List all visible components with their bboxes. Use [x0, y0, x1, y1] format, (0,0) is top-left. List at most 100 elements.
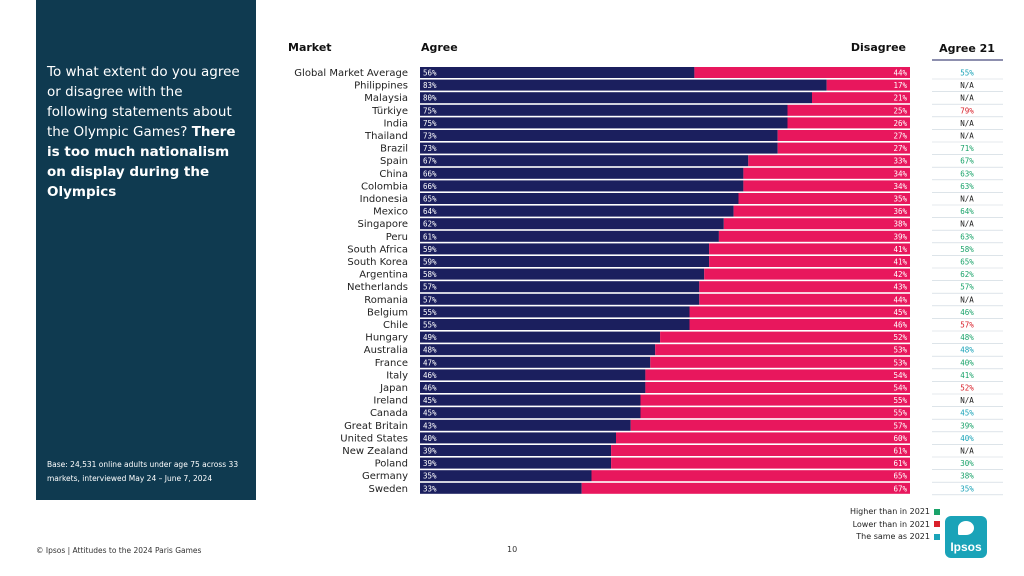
agree21-value-label: N/A: [960, 81, 974, 90]
market-label: Ireland: [373, 396, 408, 407]
bar-agree: [420, 457, 612, 469]
bar-disagree: [630, 419, 910, 431]
agree-value-label: 45%: [423, 396, 437, 405]
bar-agree: [420, 92, 812, 104]
disagree-value-label: 27%: [893, 144, 907, 153]
agree-value-label: 40%: [423, 434, 437, 443]
bar-agree: [420, 218, 724, 230]
disagree-value-label: 35%: [893, 195, 907, 204]
market-label: Brazil: [380, 144, 408, 155]
market-label: Singapore: [358, 219, 408, 230]
bar-disagree: [655, 344, 910, 356]
agree21-value-label: 65%: [960, 258, 974, 267]
bar-disagree: [645, 382, 910, 393]
market-label: Peru: [386, 232, 408, 243]
market-label: Spain: [380, 156, 408, 167]
disagree-value-label: 44%: [893, 295, 907, 304]
agree21-value-label: 63%: [960, 232, 974, 241]
agree-value-label: 57%: [423, 295, 437, 304]
disagree-value-label: 61%: [893, 447, 907, 456]
agree21-value-label: 38%: [960, 472, 974, 481]
agree21-value-label: 58%: [960, 245, 974, 254]
disagree-value-label: 36%: [893, 207, 907, 216]
footer-source: © Ipsos | Attitudes to the 2024 Paris Ga…: [36, 546, 202, 555]
agree21-value-label: 57%: [960, 283, 974, 292]
agree21-value-label: N/A: [960, 195, 974, 204]
disagree-value-label: 17%: [893, 81, 907, 90]
market-label: Thailand: [364, 131, 408, 142]
market-label: Malaysia: [364, 93, 408, 104]
bar-agree: [420, 104, 788, 116]
bar-disagree: [743, 180, 910, 192]
bar-disagree: [704, 268, 910, 280]
agree-value-label: 62%: [423, 220, 437, 229]
disagree-value-label: 25%: [893, 106, 907, 115]
bar-disagree: [709, 243, 910, 255]
agree-value-label: 49%: [423, 333, 437, 342]
bar-disagree: [616, 432, 910, 444]
disagree-value-label: 67%: [893, 484, 907, 493]
chart-rows: Global Market Average 56% 44% 55% Philippine…: [294, 67, 1003, 496]
market-label: Japan: [379, 383, 408, 394]
agree21-value-label: N/A: [960, 396, 974, 405]
bar-disagree: [826, 79, 910, 91]
logo-text: Ipsos: [950, 540, 982, 554]
legend: Higher than in 2021 Lower than in 2021 The…: [820, 506, 940, 544]
bar-agree: [420, 167, 744, 179]
disagree-value-label: 55%: [893, 409, 907, 418]
agree-value-label: 73%: [423, 132, 437, 141]
agree21-value-label: 39%: [960, 421, 974, 430]
agree21-value-label: 64%: [960, 207, 974, 216]
bar-agree: [420, 67, 695, 78]
agree-value-label: 46%: [423, 384, 437, 393]
legend-label: Higher than in 2021: [849, 507, 930, 516]
market-label: Australia: [364, 345, 408, 356]
question-statement: There is too much nationalism on display…: [47, 124, 236, 200]
agree21-value-label: 79%: [960, 106, 974, 115]
bar-agree: [420, 470, 592, 482]
agree21-value-label: N/A: [960, 119, 974, 128]
legend-item: The same as 2021: [820, 531, 940, 544]
bar-disagree: [611, 457, 910, 469]
disagree-value-label: 41%: [893, 258, 907, 267]
bar-agree: [420, 293, 700, 305]
bar-agree: [420, 230, 719, 242]
disagree-value-label: 65%: [893, 472, 907, 481]
disagree-value-label: 34%: [893, 182, 907, 191]
disagree-value-label: 41%: [893, 245, 907, 254]
market-label: Indonesia: [360, 194, 408, 205]
market-label: Colombia: [361, 181, 408, 192]
bar-agree: [420, 382, 646, 393]
bar-disagree: [591, 470, 910, 482]
agree-value-label: 57%: [423, 283, 437, 292]
bar-agree: [420, 268, 705, 280]
header-disagree: Disagree: [851, 41, 906, 54]
bar-disagree: [748, 155, 910, 167]
disagree-value-label: 55%: [893, 396, 907, 405]
disagree-value-label: 53%: [893, 346, 907, 355]
disagree-value-label: 34%: [893, 169, 907, 178]
bar-agree: [420, 79, 827, 91]
bar-agree: [420, 193, 739, 204]
disagree-value-label: 39%: [893, 232, 907, 241]
agree-value-label: 64%: [423, 207, 437, 216]
agree21-value-label: 35%: [960, 484, 974, 493]
bar-agree: [420, 319, 690, 330]
market-label: Canada: [370, 408, 408, 419]
legend-item: Lower than in 2021: [820, 519, 940, 532]
agree21-value-label: N/A: [960, 220, 974, 229]
agree-value-label: 47%: [423, 358, 437, 367]
agree-value-label: 59%: [423, 258, 437, 267]
market-label: India: [383, 118, 408, 129]
legend-item: Higher than in 2021: [820, 506, 940, 519]
disagree-value-label: 54%: [893, 371, 907, 380]
market-label: Great Britain: [344, 421, 408, 432]
bar-agree: [420, 445, 612, 456]
bar-agree: [420, 369, 646, 381]
market-label: Mexico: [373, 207, 408, 218]
market-label: Belgium: [367, 307, 408, 318]
market-label: Argentina: [359, 270, 408, 281]
bar-agree: [420, 155, 749, 167]
disagree-value-label: 54%: [893, 384, 907, 393]
disagree-value-label: 61%: [893, 459, 907, 468]
